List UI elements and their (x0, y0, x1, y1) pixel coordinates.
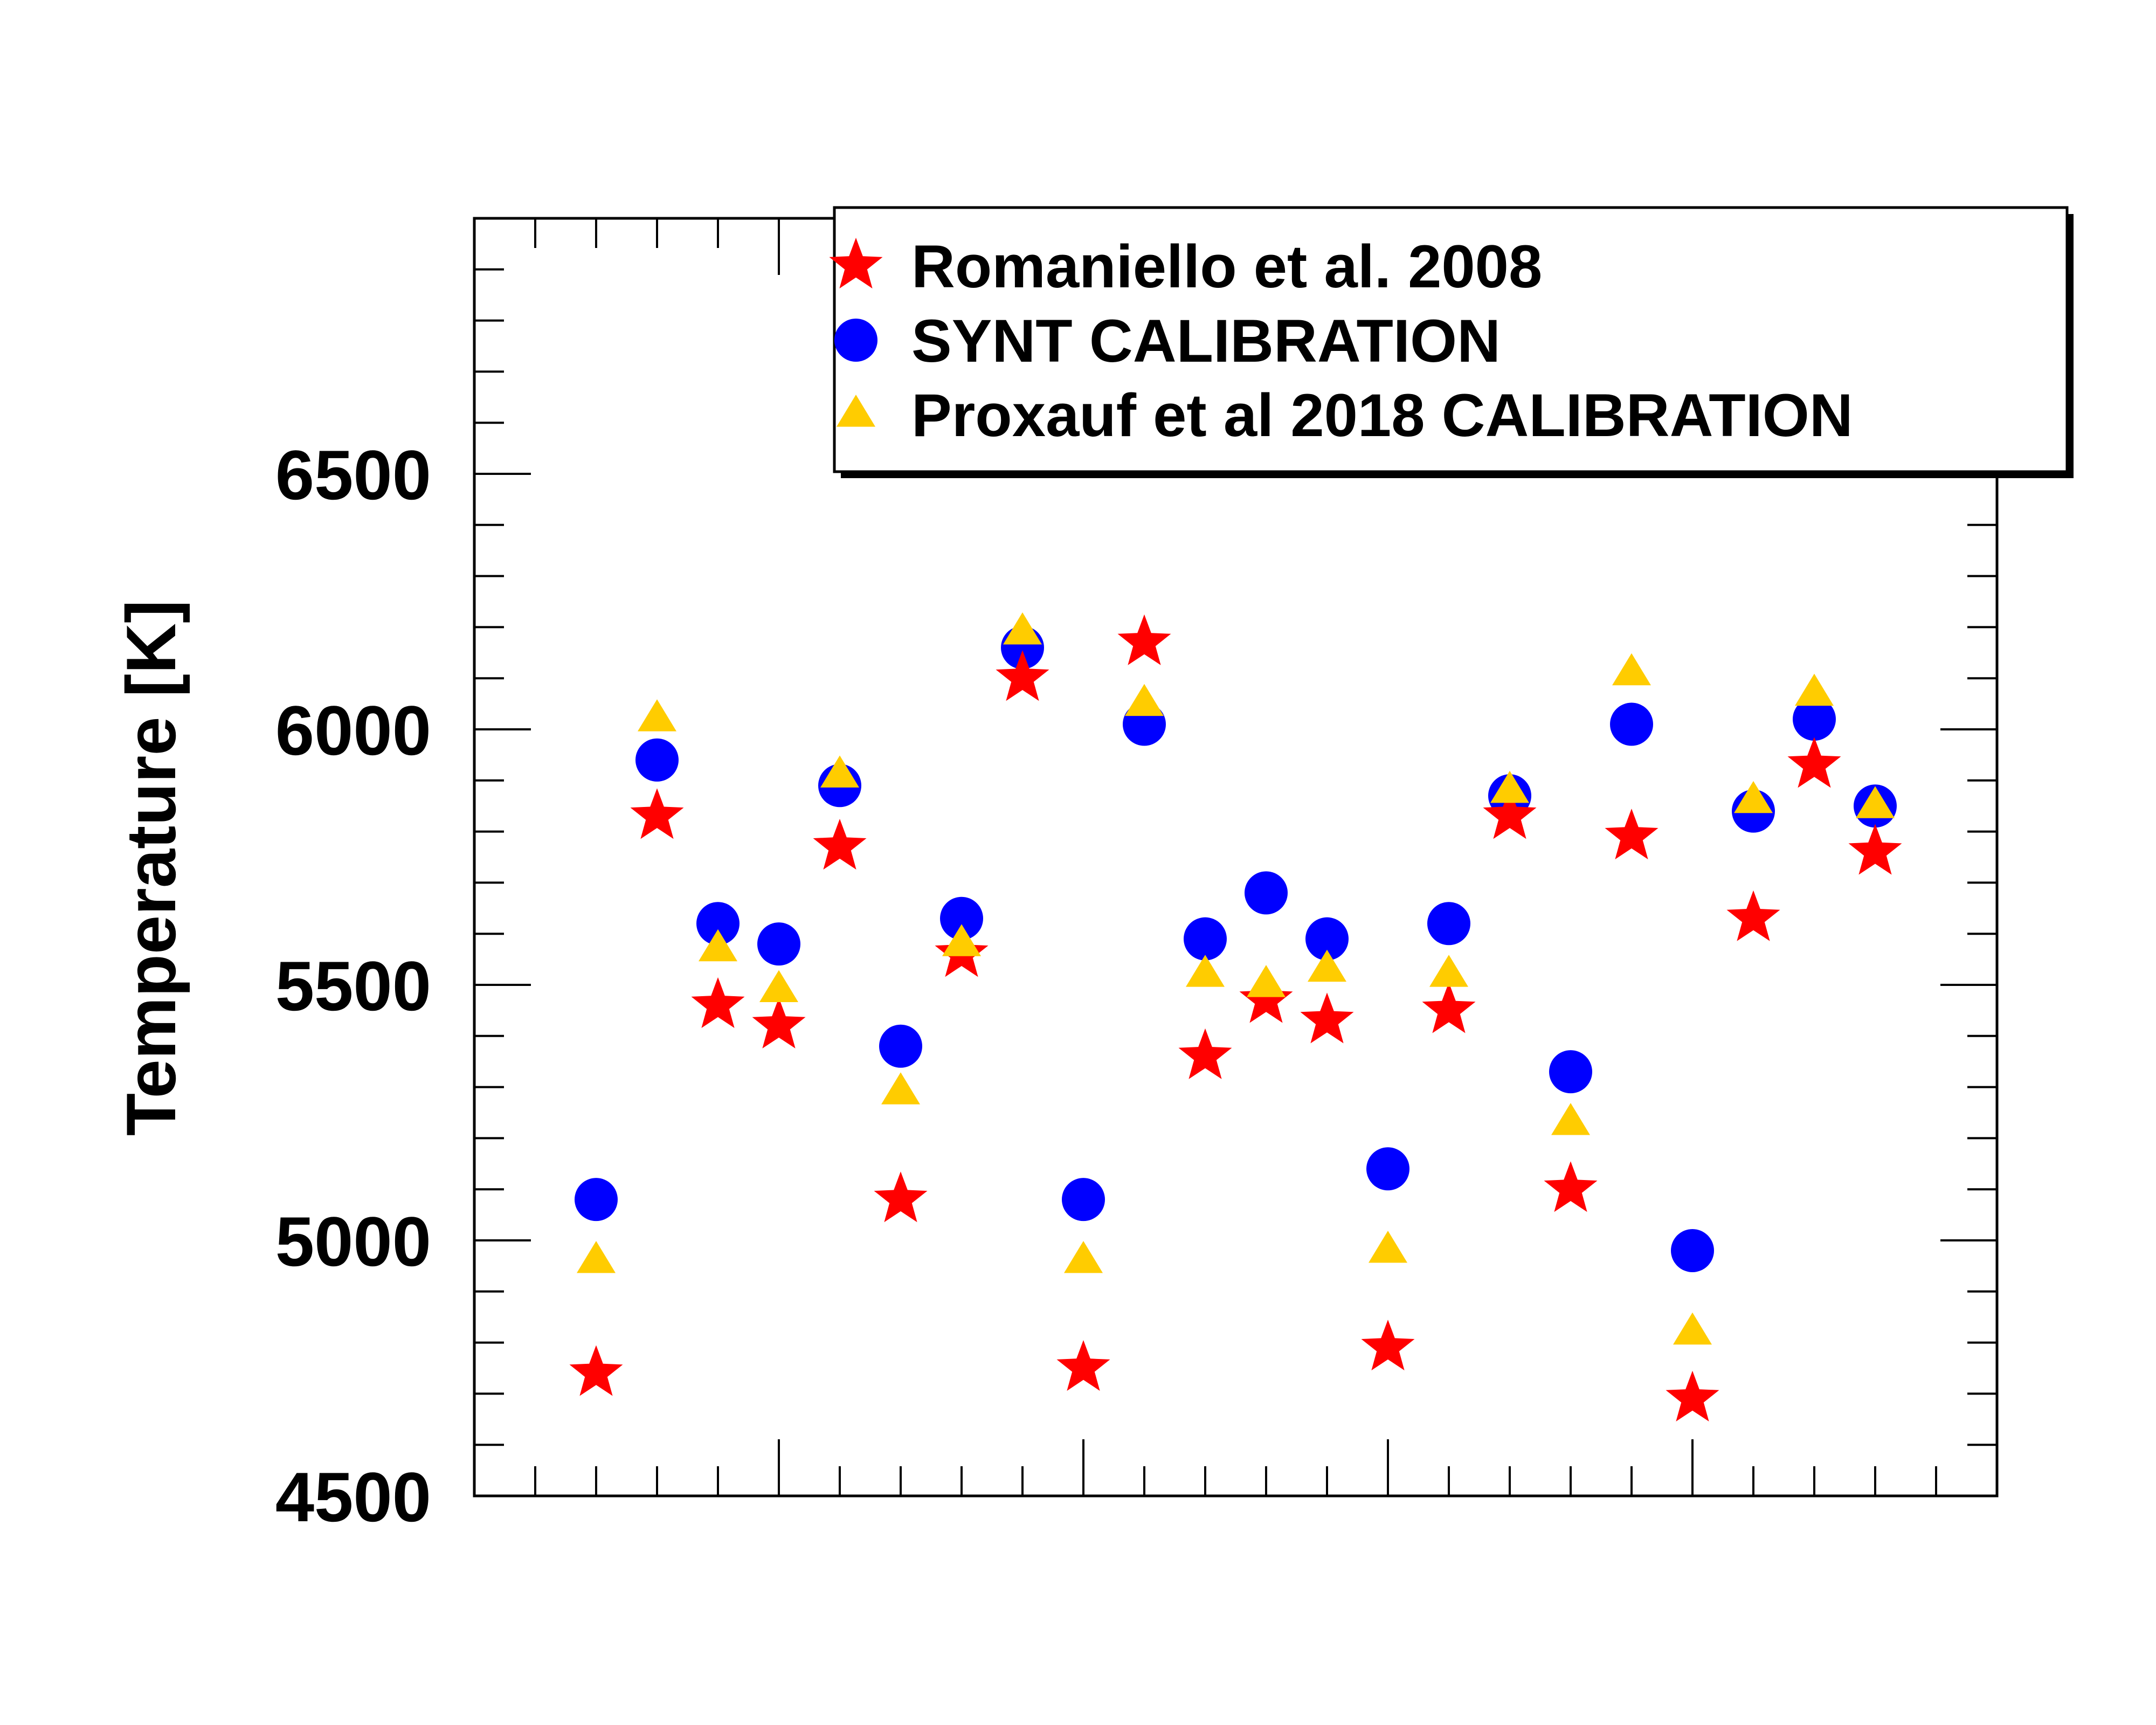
y-tick-label: 6500 (275, 436, 431, 514)
star-point (1605, 809, 1659, 860)
circle-point (1427, 902, 1470, 946)
y-tick-label: 6000 (275, 691, 431, 770)
star-point (569, 1345, 623, 1396)
star-point (996, 650, 1049, 701)
circle-point (757, 922, 800, 966)
triangle-point (1003, 612, 1042, 645)
triangle-point (577, 1241, 616, 1273)
star-point (1422, 982, 1476, 1033)
star-point (1726, 890, 1780, 941)
circle-point (1366, 1147, 1409, 1191)
circle-point (696, 902, 740, 946)
circle-point (940, 896, 983, 940)
circle-point (1184, 917, 1227, 961)
star-point (1666, 1370, 1719, 1422)
star-point (1117, 614, 1171, 665)
triangle-point (1369, 1231, 1407, 1263)
triangle-point (1856, 786, 1895, 818)
legend-marker-star (829, 238, 883, 289)
circle-point (879, 1024, 922, 1068)
star-point (1239, 972, 1293, 1023)
y-tick-label: 5000 (275, 1202, 431, 1281)
triangle-point (1125, 684, 1164, 716)
series-triangle (577, 612, 1895, 1345)
circle-point (1062, 1178, 1105, 1222)
triangle-point (1247, 965, 1286, 997)
triangle-point (1734, 781, 1773, 813)
circle-point (575, 1178, 618, 1222)
legend-box (833, 206, 2069, 473)
triangle-point (759, 970, 798, 1003)
legend-marker-triangle (837, 395, 875, 427)
star-point (1544, 1161, 1598, 1212)
star-point (1361, 1320, 1415, 1371)
y-tick-labels: 4500 5000 5500 6000 6500 (275, 436, 431, 1536)
triangle-point (1612, 653, 1651, 686)
star-point (752, 997, 806, 1048)
circle-point (1671, 1229, 1714, 1272)
star-point (1483, 788, 1537, 839)
triangle-point (1551, 1103, 1590, 1135)
star-point (1178, 1028, 1232, 1079)
star-point (1787, 737, 1841, 788)
data-points (569, 612, 1902, 1422)
triangle-point (1673, 1312, 1712, 1345)
triangle-point (1795, 673, 1834, 706)
circle-point (1793, 698, 1836, 741)
series-star (569, 614, 1902, 1422)
triangle-point (1186, 955, 1225, 987)
star-point (813, 819, 867, 870)
legend-label: Proxauf et al 2018 CALIBRATION (911, 382, 1853, 449)
triangle-point (638, 699, 676, 732)
star-point (1848, 824, 1902, 875)
legend-label: SYNT CALIBRATION (911, 307, 1501, 375)
triangle-point (942, 924, 981, 956)
triangle-point (699, 929, 737, 962)
star-point (1056, 1340, 1110, 1391)
circle-point (635, 738, 679, 782)
star-point (630, 788, 684, 839)
triangle-point (1308, 949, 1346, 982)
y-tick-label: 4500 (275, 1458, 431, 1536)
legend-label: Romaniello et al. 2008 (911, 233, 1542, 300)
star-point (691, 977, 745, 1028)
legend-marker-circle (834, 319, 877, 362)
star-point (874, 1171, 928, 1223)
y-axis-label: Temperature [K] (112, 600, 190, 1136)
triangle-point (1064, 1241, 1103, 1273)
series-circle (575, 626, 1897, 1272)
circle-point (1245, 871, 1288, 915)
triangle-point (1429, 955, 1468, 987)
y-tick-label: 5500 (275, 947, 431, 1025)
circle-point (1549, 1050, 1592, 1094)
star-point (1300, 992, 1354, 1044)
triangle-point (881, 1072, 920, 1105)
circle-point (1305, 917, 1349, 961)
triangle-point (820, 755, 859, 788)
circle-point (1610, 702, 1653, 746)
triangle-point (1490, 770, 1529, 803)
legend: Romaniello et al. 2008 SYNT CALIBRATION Pr… (829, 206, 2069, 473)
